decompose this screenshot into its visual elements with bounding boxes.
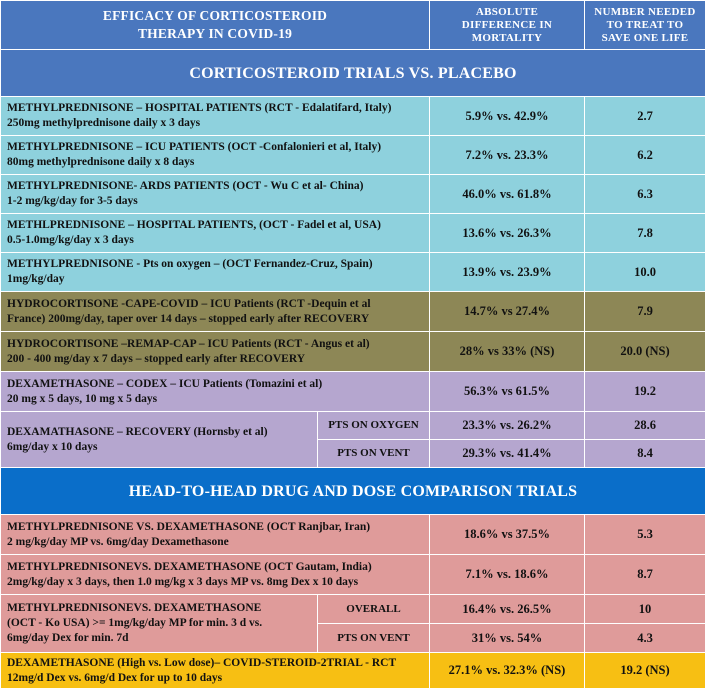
nnt-value: 10.0 — [584, 252, 706, 292]
header-mortality: ABSOLUTE DIFFERENCE IN MORTALITY — [429, 0, 585, 50]
section-title: HEAD-TO-HEAD DRUG AND DOSE COMPARISON TR… — [0, 467, 706, 515]
mortality-value: 29.3% vs. 41.4% — [429, 439, 585, 468]
trial-description: HYDROCORTISONE -CAPE-COVID – ICU Patient… — [0, 291, 430, 332]
mortality-value: 18.6% vs 37.5% — [429, 514, 585, 555]
table-row: HYDROCORTISONE –REMAP-CAP – ICU Patients… — [0, 331, 706, 372]
mortality-value: 7.2% vs. 23.3% — [429, 135, 585, 175]
section-head-to-head: HEAD-TO-HEAD DRUG AND DOSE COMPARISON TR… — [0, 467, 706, 515]
trial-description: METHYLPREDNISONE VS. DEXAMETHASONE (OCT … — [0, 514, 430, 555]
mortality-value: 16.4% vs. 26.5% — [429, 594, 585, 624]
table-row-recovery-oxygen: DEXAMATHASONE – RECOVERY (Hornsby et al)… — [0, 411, 706, 468]
nnt-value: 8.4 — [584, 439, 706, 468]
nnt-value: 20.0 (NS) — [584, 331, 706, 372]
trial-description: HYDROCORTISONE –REMAP-CAP – ICU Patients… — [0, 331, 430, 372]
mortality-value: 56.3% vs 61.5% — [429, 371, 585, 412]
table-row: METHYLPREDNISONEVS. DEXAMETHASONE (OCT G… — [0, 554, 706, 595]
table-row: METHLPREDNISONE – HOSPITAL PATIENTS, (OC… — [0, 213, 706, 253]
table-row: METHYLPREDNISONE VS. DEXAMETHASONE (OCT … — [0, 514, 706, 555]
mortality-value: 13.9% vs. 23.9% — [429, 252, 585, 292]
mortality-value: 27.1% vs. 32.3% (NS) — [429, 652, 585, 689]
nnt-value: 6.2 — [584, 135, 706, 175]
trial-description: DEXAMATHASONE – RECOVERY (Hornsby et al)… — [0, 411, 318, 468]
nnt-value: 28.6 — [584, 411, 706, 440]
table-row-ko-overall: METHYLPREDNISONEVS. DEXAMETHASONE (OCT -… — [0, 594, 706, 653]
trial-description: METHYLPREDNISONE- ARDS PATIENTS (OCT - W… — [0, 174, 430, 214]
section-placebo: CORTICOSTEROID TRIALS VS. PLACEBO — [0, 49, 706, 97]
table-row-dose-comparison: DEXAMETHASONE (High vs. Low dose)– COVID… — [0, 652, 706, 689]
subgroup-label: PTS ON VENT — [317, 439, 430, 468]
subgroup-label: PTS ON OXYGEN — [317, 411, 430, 440]
section-title: CORTICOSTEROID TRIALS VS. PLACEBO — [0, 49, 706, 97]
nnt-value: 5.3 — [584, 514, 706, 555]
trial-description: METHYLPREDNISONEVS. DEXAMETHASONE (OCT -… — [0, 594, 318, 653]
trial-description: METHYLPREDNISONE – ICU PATIENTS (OCT -Co… — [0, 135, 430, 175]
mortality-value: 13.6% vs. 26.3% — [429, 213, 585, 253]
subgroup-label: OVERALL — [317, 594, 430, 624]
table-row-recovery-vent: PTS ON VENT 29.3% vs. 41.4% 8.4 — [1, 439, 706, 468]
table-header: EFFICACY OF CORTICOSTEROID THERAPY IN CO… — [0, 0, 706, 50]
nnt-value: 4.3 — [584, 623, 706, 653]
nnt-value: 19.2 — [584, 371, 706, 412]
trial-description: METHYLPREDNISONE - Pts on oxygen – (OCT … — [0, 252, 430, 292]
mortality-value: 14.7% vs 27.4% — [429, 291, 585, 332]
trial-description: DEXAMETHASONE (High vs. Low dose)– COVID… — [0, 652, 430, 689]
subgroup-label: PTS ON VENT — [317, 623, 430, 653]
header-nnt: NUMBER NEEDED TO TREAT TO SAVE ONE LIFE — [584, 0, 706, 50]
nnt-value: 19.2 (NS) — [584, 652, 706, 689]
trial-description: DEXAMETHASONE – CODEX – ICU Patients (To… — [0, 371, 430, 412]
mortality-value: 5.9% vs. 42.9% — [429, 96, 585, 136]
table-row: HYDROCORTISONE -CAPE-COVID – ICU Patient… — [0, 291, 706, 332]
nnt-value: 6.3 — [584, 174, 706, 214]
nnt-value: 2.7 — [584, 96, 706, 136]
mortality-value: 46.0% vs. 61.8% — [429, 174, 585, 214]
table-row-ko-vent: PTS ON VENT 31% vs. 54% 4.3 — [1, 623, 706, 653]
nnt-value: 8.7 — [584, 554, 706, 595]
mortality-value: 7.1% vs. 18.6% — [429, 554, 585, 595]
trial-description: METHYLPREDNISONEVS. DEXAMETHASONE (OCT G… — [0, 554, 430, 595]
nnt-value: 7.8 — [584, 213, 706, 253]
mortality-value: 31% vs. 54% — [429, 623, 585, 653]
table-row: METHYLPREDNISONE- ARDS PATIENTS (OCT - W… — [0, 174, 706, 214]
nnt-value: 7.9 — [584, 291, 706, 332]
table-title: EFFICACY OF CORTICOSTEROID THERAPY IN CO… — [0, 0, 430, 50]
mortality-value: 28% vs 33% (NS) — [429, 331, 585, 372]
table-row: METHYLPREDNISONE - Pts on oxygen – (OCT … — [0, 252, 706, 292]
table-row: DEXAMETHASONE – CODEX – ICU Patients (To… — [0, 371, 706, 412]
table-row: METHYLPREDNISONE – HOSPITAL PATIENTS (RC… — [0, 96, 706, 136]
trial-description: METHYLPREDNISONE – HOSPITAL PATIENTS (RC… — [0, 96, 430, 136]
nnt-value: 10 — [584, 594, 706, 624]
mortality-value: 23.3% vs. 26.2% — [429, 411, 585, 440]
table-row: METHYLPREDNISONE – ICU PATIENTS (OCT -Co… — [0, 135, 706, 175]
trial-description: METHLPREDNISONE – HOSPITAL PATIENTS, (OC… — [0, 213, 430, 253]
